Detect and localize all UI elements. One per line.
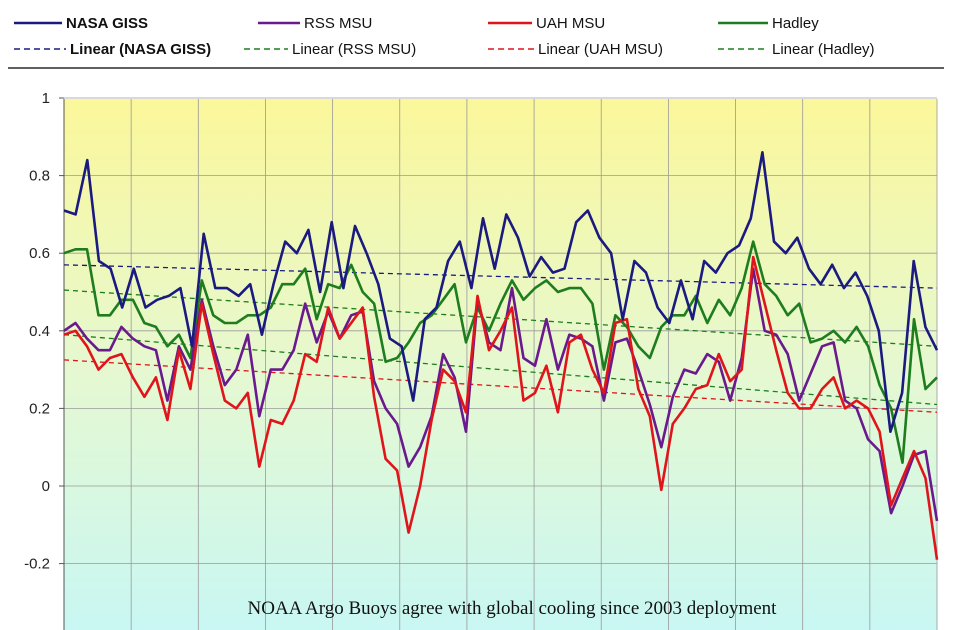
legend-label-uah-msu: UAH MSU: [536, 15, 605, 32]
y-tick-label: 1: [42, 90, 50, 107]
y-tick-label: 0.2: [29, 400, 50, 417]
y-axis: 1 0.8 0.6 0.4 0.2 0 -0.2: [24, 90, 65, 630]
trendline-linear-hadley: [63, 289, 938, 347]
trendline-linear-rss-msu: [63, 334, 938, 406]
y-tick-label: 0: [42, 478, 50, 495]
trendline-linear-nasa-giss: [63, 264, 938, 289]
series-line-hadley: [63, 240, 938, 465]
y-tick-label: 0.4: [29, 323, 50, 340]
legend-label-linear-nasa-giss: Linear (NASA GISS): [70, 41, 211, 58]
legend-label-linear-uah-msu: Linear (UAH MSU): [538, 41, 663, 58]
legend-label-linear-hadley: Linear (Hadley): [772, 41, 875, 58]
y-tick-label: -0.2: [24, 556, 50, 573]
series-lines: [63, 151, 939, 560]
chart-annotation: NOAA Argo Buoys agree with global coolin…: [248, 598, 778, 619]
trendlines: [63, 264, 938, 413]
trendline-linear-uah-msu: [63, 359, 938, 413]
legend-label-rss-msu: RSS MSU: [304, 15, 372, 32]
series-line-nasa-giss: [63, 151, 939, 434]
y-tick-label: 0.6: [29, 245, 50, 262]
legend-label-hadley: Hadley: [772, 15, 819, 32]
legend: NASA GISS RSS MSU UAH MSU Hadley Linear …: [8, 15, 944, 69]
legend-label-nasa-giss: NASA GISS: [66, 15, 148, 32]
series-line-uah-msu: [63, 255, 939, 560]
y-tick-label: 0.8: [29, 168, 50, 185]
series-line-rss-msu: [63, 267, 939, 522]
legend-label-linear-rss-msu: Linear (RSS MSU): [292, 41, 416, 58]
